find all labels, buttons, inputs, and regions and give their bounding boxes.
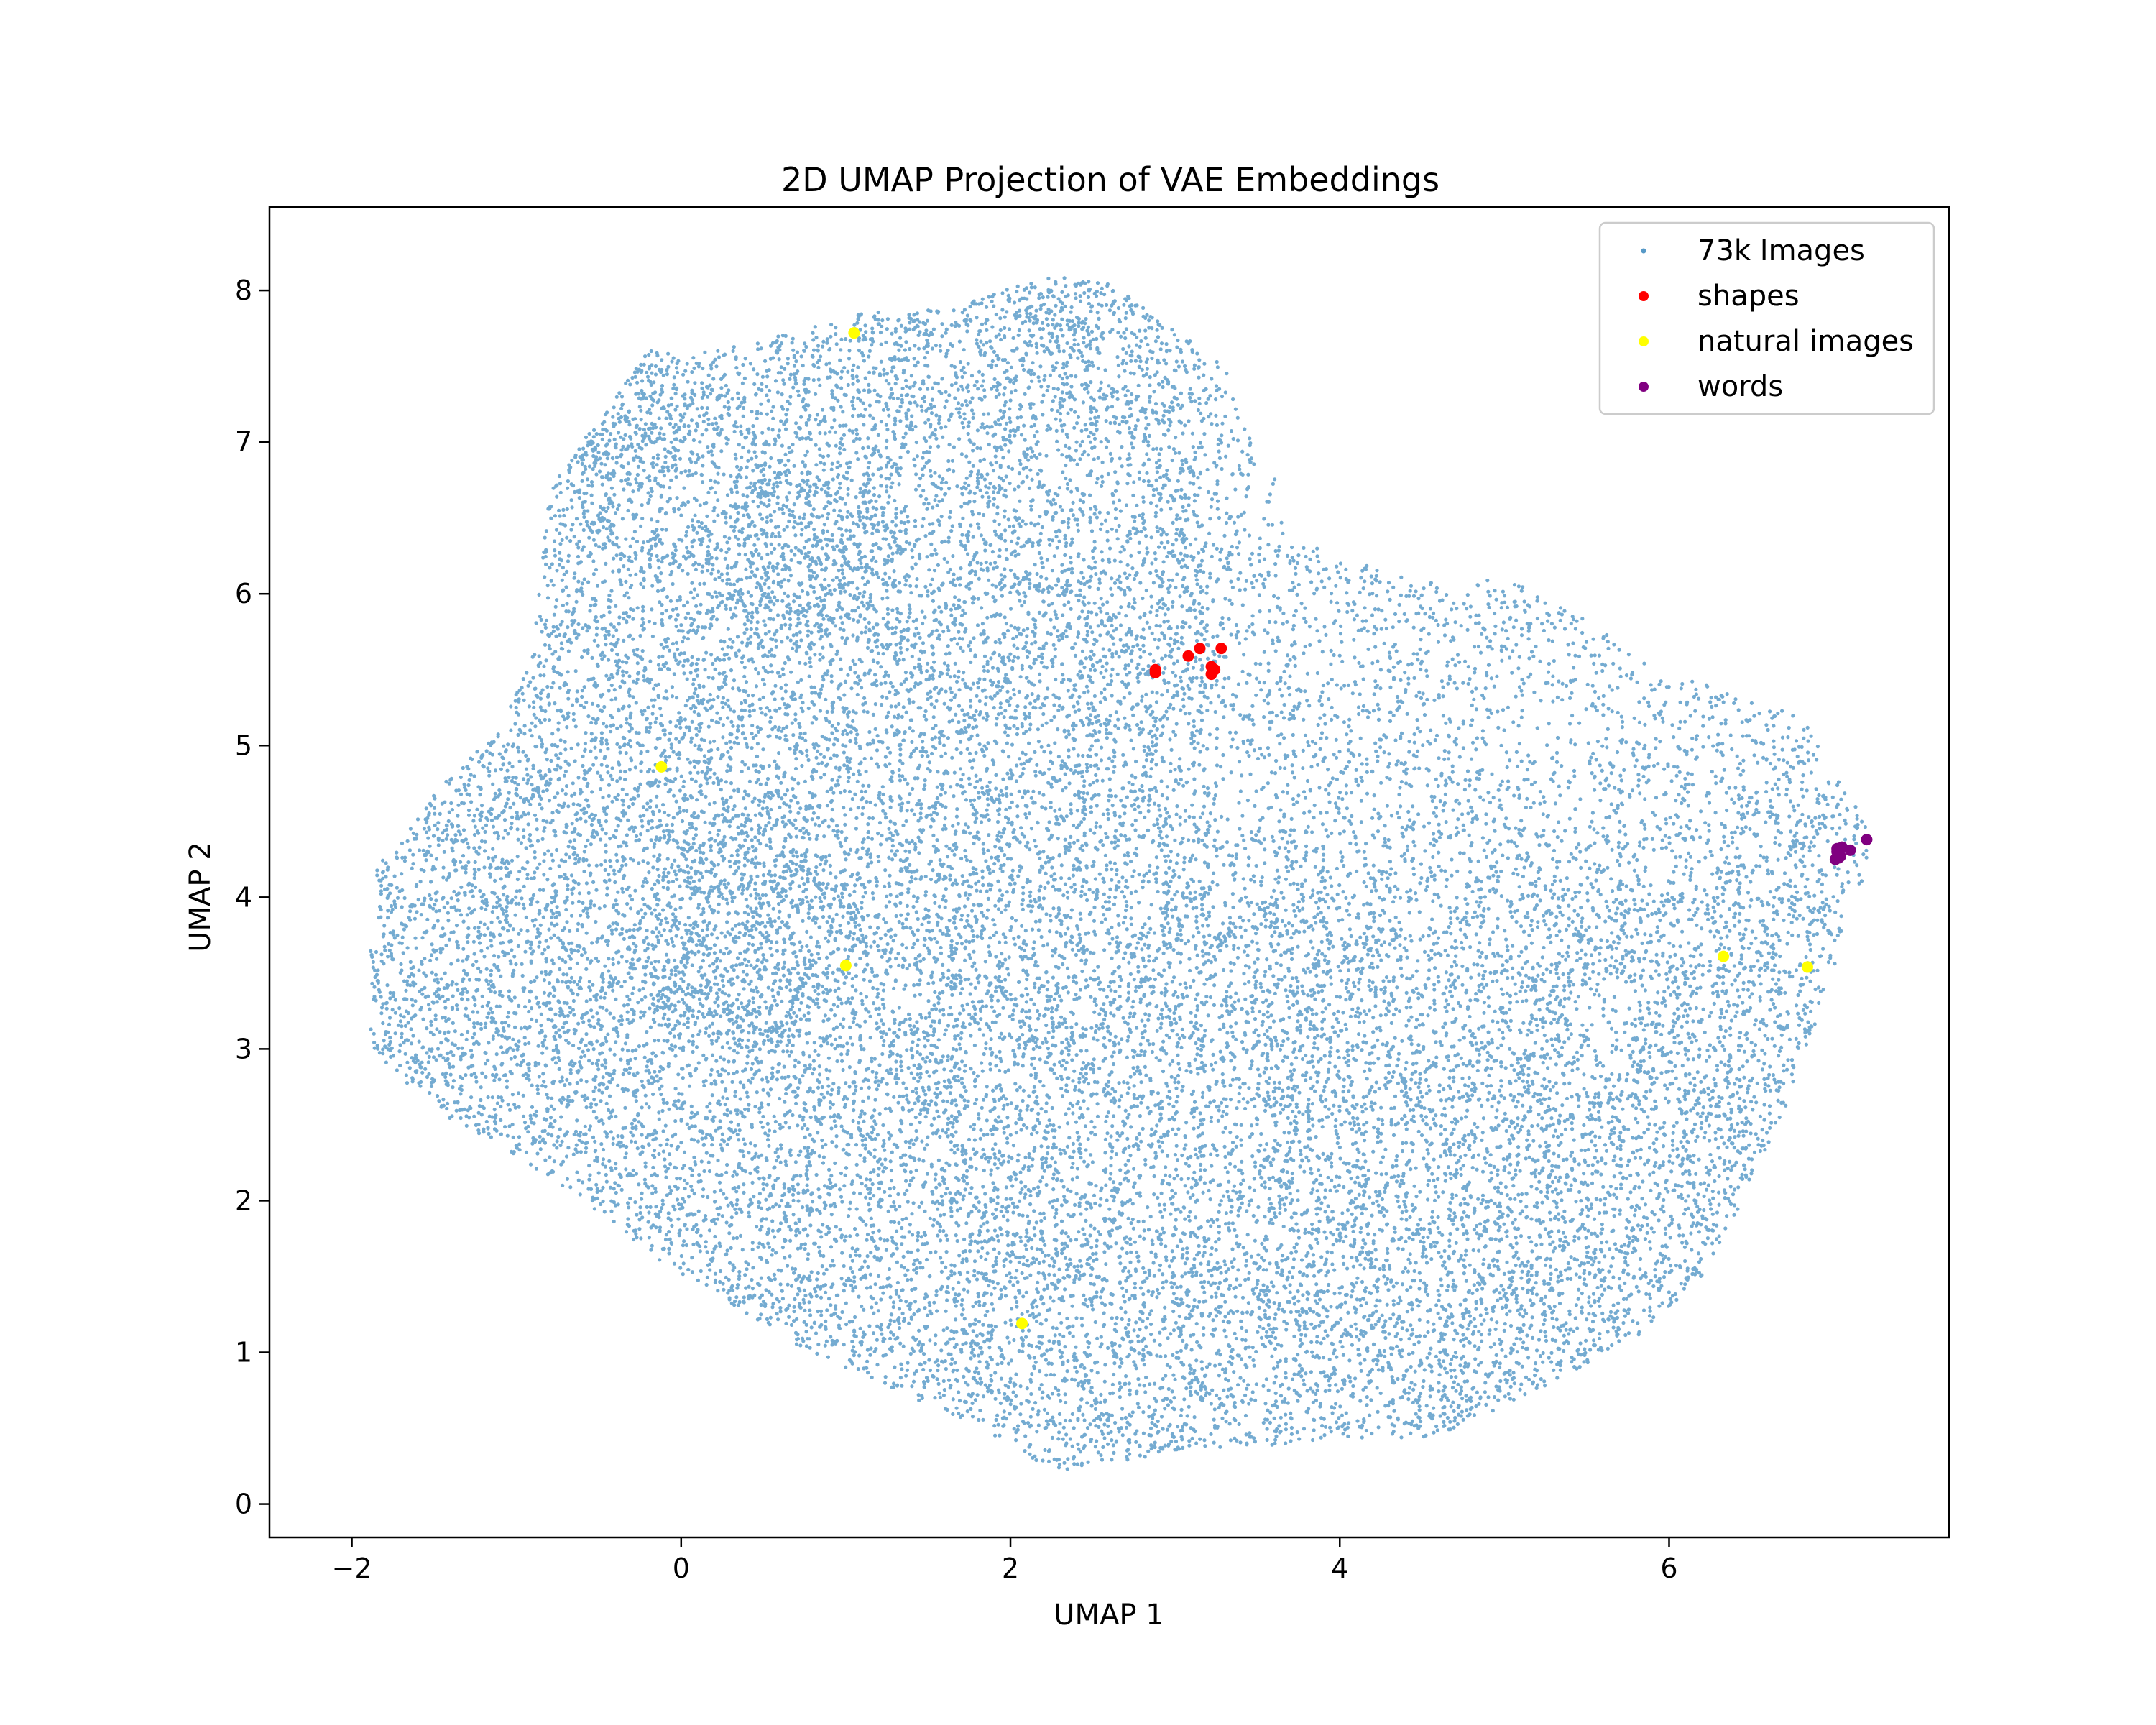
highlighted-series <box>655 327 1873 1330</box>
legend: 73k Images shapes natural images words <box>1598 221 1935 415</box>
point-words <box>1861 834 1873 846</box>
plot-frame <box>268 206 1950 1539</box>
x-tick-label: −2 <box>332 1552 372 1584</box>
point-natural-images <box>839 960 852 972</box>
legend-label-words: words <box>1697 370 1783 403</box>
y-tick-label: 0 <box>235 1489 252 1520</box>
point-shapes <box>1194 643 1206 655</box>
x-tick-label: 2 <box>1002 1552 1019 1584</box>
point-natural-images <box>1801 961 1813 973</box>
x-tick-label: 0 <box>673 1552 690 1584</box>
point-natural-images <box>1718 950 1730 962</box>
point-natural-images <box>655 760 668 773</box>
point-natural-images <box>848 327 860 339</box>
point-shapes <box>1205 661 1217 673</box>
background-point-cloud <box>369 276 1869 1471</box>
legend-marker-73k-images <box>1641 248 1646 254</box>
y-tick-label: 7 <box>235 426 252 458</box>
y-tick-label: 6 <box>235 578 252 610</box>
y-tick-label: 8 <box>235 275 252 306</box>
x-tick-label: 4 <box>1331 1552 1348 1584</box>
y-tick-label: 2 <box>235 1184 252 1216</box>
legend-box <box>1598 221 1935 415</box>
point-shapes <box>1149 663 1161 676</box>
legend-label-natural-images: natural images <box>1697 325 1914 358</box>
legend-label-shapes: shapes <box>1697 280 1800 313</box>
point-words <box>1844 844 1856 856</box>
legend-label-73k-images: 73k Images <box>1697 234 1865 267</box>
legend-marker-natural-images <box>1639 336 1649 346</box>
point-words <box>1829 853 1841 865</box>
y-axis-ticks: 0 1 2 3 4 5 6 7 8 <box>235 275 270 1520</box>
legend-marker-words <box>1639 382 1649 392</box>
y-tick-label: 5 <box>235 730 252 761</box>
y-axis-label: UMAP 2 <box>184 842 217 952</box>
x-axis-ticks: −2 0 2 4 6 <box>332 1537 1678 1584</box>
y-tick-label: 3 <box>235 1033 252 1064</box>
point-shapes <box>1182 650 1194 662</box>
point-shapes <box>1215 643 1227 655</box>
point-natural-images <box>1016 1317 1028 1330</box>
cloud-points <box>369 276 1869 1471</box>
x-axis-label: UMAP 1 <box>1054 1598 1164 1632</box>
y-tick-label: 4 <box>235 881 252 913</box>
y-tick-label: 1 <box>235 1337 252 1368</box>
legend-marker-shapes <box>1639 291 1649 301</box>
chart-title: 2D UMAP Projection of VAE Embeddings <box>781 160 1439 199</box>
point-words <box>1831 842 1843 855</box>
x-tick-label: 6 <box>1660 1552 1677 1584</box>
